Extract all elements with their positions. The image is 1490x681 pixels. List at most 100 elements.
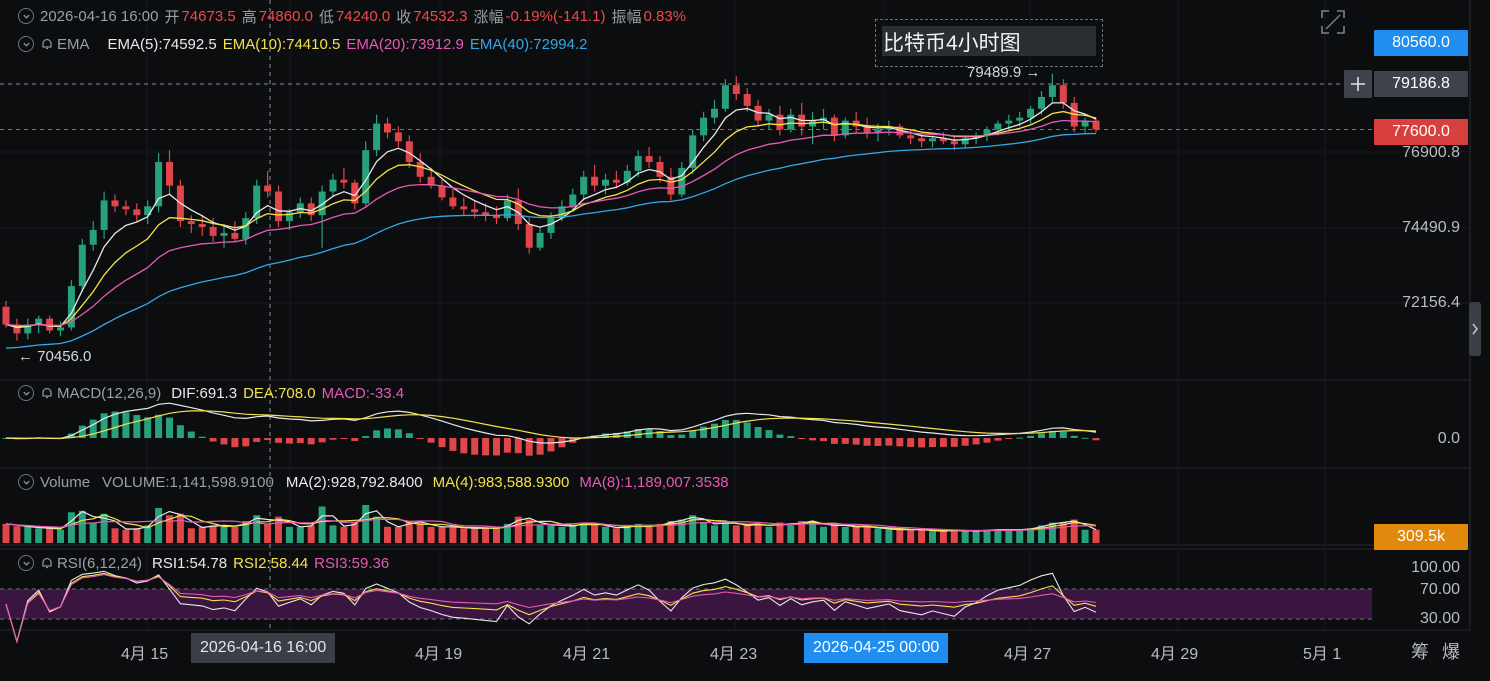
bell-icon[interactable] [40,556,54,570]
macd-bar [907,438,915,447]
candle-body [264,185,272,192]
chart-title: 比特币4小时图 [883,32,1021,55]
macd-bar [351,438,359,441]
candle-body [580,176,588,195]
amplitude-label: 振幅 [611,8,642,26]
collapse-chevron-icon[interactable] [18,385,34,401]
macd-bar [264,438,272,441]
collapse-chevron-icon[interactable] [18,555,34,571]
macd-bar [482,438,490,456]
candle-body [569,194,577,207]
candle-body [220,232,228,236]
volume-bar [558,526,566,543]
macd-bar [1081,437,1089,439]
collapse-chevron-icon[interactable] [18,36,34,52]
macd-bar [362,436,370,438]
collapse-chevron-icon[interactable] [18,8,34,24]
volume-bar [536,525,544,543]
volume-bar [623,526,631,543]
fullscreen-icon[interactable] [1320,9,1346,35]
candle-body [460,206,468,210]
volume-bar [776,522,784,543]
volume-bar [35,528,43,543]
volume-bar [918,529,926,543]
macd-bar [471,438,479,455]
macd-bar [874,438,882,446]
add-alert-button[interactable] [1344,70,1372,98]
rsi2-value: RSI2:58.44 [233,554,309,572]
volume-bar [209,525,217,543]
candle-body [427,176,435,186]
close-value: 74532.3 [413,7,468,25]
volume-indicator-label[interactable]: Volume [40,473,91,491]
macd-indicator-label[interactable]: MACD(12,26,9) [57,384,162,402]
open-value: 74673.5 [181,7,236,25]
volume-tag: 309.5k [1374,524,1468,550]
date-tick: 4月 15 [121,646,169,663]
volume-bar [514,516,522,543]
candle-body [950,141,958,145]
volume-bar [122,529,130,543]
volume-bar [187,528,195,543]
volume-ma4-line [5,514,1097,532]
chart-title-box[interactable]: 比特币4小时图 [875,19,1103,67]
candle-body [242,218,250,239]
candle-body [852,120,860,127]
bell-icon[interactable] [40,37,54,51]
macd-bar [547,438,555,452]
candle-body [645,156,653,162]
macd-bar [133,415,141,438]
low-label: 低 [318,8,334,26]
bell-icon[interactable] [40,386,54,400]
volume-bar [830,523,838,543]
volume-bar [318,506,326,543]
burst-button[interactable]: 爆 [1442,642,1460,662]
candle-body [438,185,446,198]
macd-bar [896,438,904,447]
macd-bar [384,428,391,438]
candle-body [231,232,239,239]
candle-body [896,126,904,136]
candle-body [394,132,402,142]
candle-body [743,94,751,106]
ema40-value: EMA(40):72994.2 [469,35,588,53]
macd-bar [318,438,326,443]
change-value: -0.19%(-141.1) [505,7,606,25]
ema-indicator-label[interactable]: EMA [57,35,90,53]
price-tag-top: 80560.0 [1374,30,1468,56]
candle-body [1027,108,1035,118]
candle-body [787,114,795,130]
rsi-indicator-label[interactable]: RSI(6,12,24) [57,554,143,572]
chart-title-bg [882,26,1096,56]
ema10-value: EMA(10):74410.5 [222,35,341,53]
close-label: 收 [396,8,412,26]
candle-body [329,179,337,192]
high-value: 74860.0 [258,7,313,25]
volume-bar [961,531,969,543]
candle-body [863,126,871,133]
macd-dea-value: DEA:708.0 [243,384,316,402]
volume-bar [972,531,980,543]
volume-bar [78,510,86,543]
candle-body [318,191,326,216]
candle-body [558,206,566,219]
volume-bar [460,528,468,543]
volume-bar [983,529,991,543]
side-panel-handle[interactable] [1469,302,1481,356]
macd-bar [231,438,239,448]
candle-body [13,324,21,334]
candle-body [89,229,97,245]
collapse-chevron-icon[interactable] [18,474,34,490]
volume-value: VOLUME:1,141,598.9100 [102,473,274,491]
volume-ma2: MA(2):928,792.8400 [285,473,423,491]
candle-body [253,185,261,219]
macd-bar [111,411,119,438]
volume-bar [863,526,871,543]
candle-body [111,200,119,207]
chips-button[interactable]: 筹 [1411,642,1429,662]
rsi1-line [5,570,1097,644]
ema20-line [5,119,1097,327]
candle-body [1005,120,1013,124]
volume-bar [798,521,806,543]
